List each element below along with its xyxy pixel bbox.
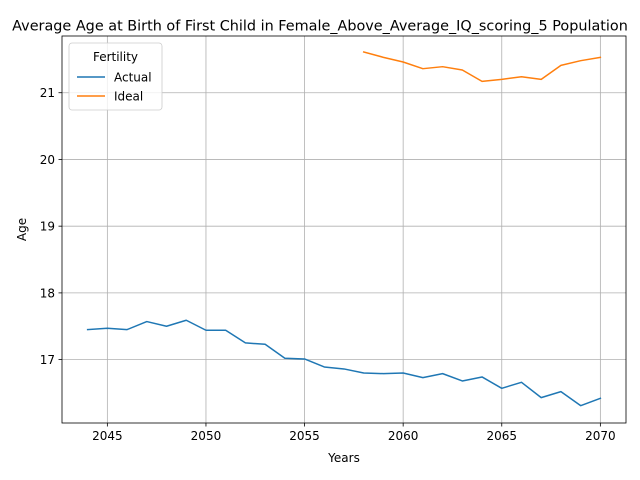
x-tick-label: 2065	[486, 429, 517, 443]
legend-label-actual: Actual	[114, 71, 152, 85]
x-tick-label: 2045	[92, 429, 123, 443]
series-layer	[86, 51, 602, 407]
y-tick-label: 17	[40, 353, 55, 367]
legend-title: Fertility	[93, 50, 138, 64]
y-tick-label: 19	[40, 220, 55, 234]
y-tick-label: 20	[40, 153, 55, 167]
x-tick-label: 2060	[388, 429, 419, 443]
plot-frame	[61, 35, 627, 424]
legend-box	[68, 42, 163, 111]
chart-title: Average Age at Birth of First Child in F…	[12, 19, 628, 35]
series-line-actual	[86, 319, 602, 407]
x-tick-label: 2070	[585, 429, 616, 443]
y-axis-label: Age	[15, 218, 29, 241]
y-tick-label: 21	[40, 86, 55, 100]
axis-ticks: 2045 2050 2055 2060 2065 2070 17 18 19 20 21	[40, 86, 616, 443]
series-line-ideal	[362, 51, 602, 83]
x-axis-label: Years	[327, 451, 360, 465]
x-tick-label: 2055	[289, 429, 320, 443]
y-tick-label: 18	[40, 286, 55, 300]
legend: Fertility Actual Ideal	[68, 42, 163, 111]
x-tick-label: 2050	[191, 429, 222, 443]
legend-label-ideal: Ideal	[114, 90, 143, 104]
